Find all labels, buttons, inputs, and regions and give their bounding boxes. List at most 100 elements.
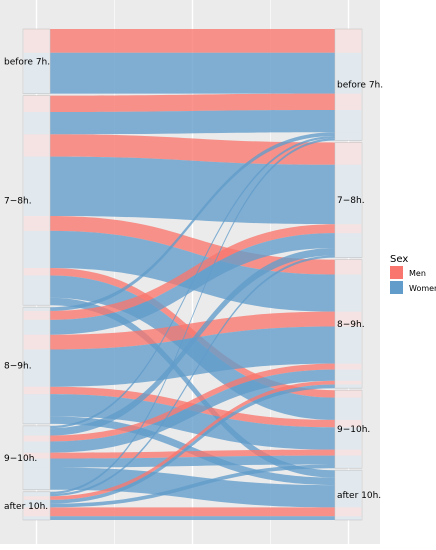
- right-stratum-segment-women: [335, 477, 362, 486]
- right-stratum-segment-men: [335, 419, 362, 428]
- left-label-9-10h-: 9−10h.: [4, 454, 37, 464]
- right-stratum-segment-women: [335, 138, 362, 141]
- right-stratum-segment-women: [335, 255, 362, 258]
- left-stratum-segment-men: [23, 310, 50, 320]
- flow-ribbon-women-9-10h--to-before-7h-: [50, 136, 335, 429]
- legend-label-women: Women: [409, 284, 436, 293]
- right-stratum-7-8h-: [334, 142, 363, 258]
- left-stratum-segment-men: [23, 507, 50, 517]
- flow-ribbon-men-after-10h--to-after-10h-: [50, 507, 335, 517]
- left-label-8-9h-: 8−9h.: [4, 362, 32, 372]
- left-label-7-8h-: 7−8h.: [4, 196, 32, 206]
- right-stratum-segment-men: [335, 390, 362, 398]
- left-stratum-segment-men: [23, 496, 50, 500]
- right-stratum-segment-men: [335, 380, 362, 385]
- left-stratum-9-10h-: [22, 425, 51, 491]
- right-stratum-segment-men: [335, 29, 362, 53]
- left-stratum-segment-women: [23, 425, 50, 429]
- left-stratum-segment-women: [23, 275, 50, 298]
- left-label-before-7h-: before 7h.: [4, 57, 50, 67]
- right-stratum-segment-women: [335, 274, 362, 312]
- right-stratum-9-10h-: [334, 389, 363, 469]
- right-label-7-8h-: 7−8h.: [337, 196, 365, 206]
- right-stratum-segment-women: [335, 247, 362, 256]
- flow-ribbon-women-7-8h--to-before-7h-: [50, 109, 335, 135]
- flow-ribbon-women-9-10h--to-9-10h-: [50, 455, 335, 468]
- right-stratum-segment-men: [335, 507, 362, 517]
- right-label-9-10h-: 9−10h.: [337, 425, 370, 435]
- right-stratum-segment-women: [335, 164, 362, 225]
- left-stratum-8-9h-: [22, 306, 51, 425]
- right-stratum-after-10h-: [334, 469, 363, 521]
- right-label-after-10h-: after 10h.: [337, 491, 381, 501]
- right-label-before-7h-: before 7h.: [337, 81, 383, 91]
- right-stratum-segment-men: [335, 311, 362, 327]
- flow-ribbons: [50, 29, 335, 520]
- right-stratum-segment-women: [335, 326, 362, 364]
- left-stratum-segment-women: [23, 493, 50, 497]
- right-stratum-segment-women: [335, 397, 362, 420]
- left-stratum-segment-men: [23, 386, 50, 395]
- left-stratum-segment-women: [23, 307, 50, 311]
- right-stratum-segment-women: [335, 427, 362, 450]
- left-stratum-segment-women: [23, 416, 50, 424]
- legend: Sex Men Women: [390, 254, 436, 294]
- right-stratum-segment-women: [335, 233, 362, 248]
- flow-ribbon-men-7-8h--to-8-9h-: [50, 216, 335, 275]
- left-stratum-segment-women: [23, 491, 50, 494]
- right-stratum-segment-women: [335, 516, 362, 520]
- right-stratum-segment-women: [335, 109, 362, 133]
- right-stratum-segment-men: [335, 93, 362, 110]
- left-stratum-segment-women: [23, 319, 50, 335]
- flow-ribbon-women-8-9h--to-8-9h-: [50, 326, 335, 387]
- legend-swatch-men: [390, 266, 403, 279]
- flow-ribbon-men-8-9h--to-8-9h-: [50, 311, 335, 350]
- flow-ribbon-men-9-10h--to-8-9h-: [50, 363, 335, 442]
- left-stratum-segment-men: [23, 95, 50, 112]
- left-stratum-segment-women: [23, 458, 50, 468]
- left-stratum-segment-women: [23, 441, 50, 453]
- right-stratum-segment-women: [335, 470, 362, 478]
- left-stratum-segment-men: [23, 134, 50, 157]
- legend-label-men: Men: [409, 269, 426, 278]
- left-stratum-segment-women: [23, 230, 50, 269]
- right-stratum-segment-women: [335, 369, 362, 381]
- left-stratum-segment-women: [23, 516, 50, 520]
- right-stratum-segment-men: [335, 449, 362, 456]
- left-stratum-segment-men: [23, 334, 50, 350]
- legend-title: Sex: [390, 254, 408, 265]
- right-stratum-segment-men: [335, 259, 362, 275]
- legend-swatch-women: [390, 281, 403, 294]
- right-stratum-segment-women: [335, 464, 362, 469]
- left-stratum-segment-men: [23, 216, 50, 231]
- strata: [22, 28, 363, 521]
- flow-ribbon-women-before-7h--to-before-7h-: [50, 52, 335, 94]
- right-stratum-segment-women: [335, 485, 362, 508]
- left-stratum-segment-women: [23, 111, 50, 135]
- flow-ribbon-women-7-8h--to-after-10h-: [50, 297, 335, 478]
- left-stratum-segment-men: [23, 435, 50, 442]
- left-stratum-before-7h-: [22, 28, 51, 94]
- flow-ribbon-men-8-9h--to-7-8h-: [50, 224, 335, 320]
- right-stratum-segment-women: [335, 52, 362, 94]
- left-stratum-segment-men: [23, 268, 50, 276]
- left-stratum-segment-women: [23, 349, 50, 387]
- flow-ribbon-women-after-10h--to-after-10h-: [50, 516, 335, 520]
- right-label-8-9h-: 8−9h.: [337, 320, 365, 330]
- left-stratum-after-10h-: [22, 491, 51, 521]
- left-stratum-segment-men: [23, 452, 50, 459]
- left-stratum-segment-women: [23, 394, 50, 417]
- flow-ribbon-women-8-9h--to-after-10h-: [50, 416, 335, 486]
- flow-ribbon-women-8-9h--to-before-7h-: [50, 132, 335, 311]
- flow-ribbon-women-after-10h--to-before-7h-: [50, 138, 335, 494]
- left-stratum-segment-women: [23, 428, 50, 436]
- flow-ribbon-men-7-8h--to-before-7h-: [50, 93, 335, 112]
- right-stratum-segment-women: [335, 132, 362, 137]
- flow-ribbon-men-7-8h--to-7-8h-: [50, 134, 335, 165]
- left-stratum-segment-women: [23, 156, 50, 217]
- stratum-labels: before 7h. before 7h. 7−8h. 7−8h. 8−9h. 8−9h.…: [4, 57, 383, 512]
- left-stratum-segment-women: [23, 499, 50, 504]
- left-label-after-10h-: after 10h.: [4, 502, 48, 512]
- flow-ribbon-women-7-8h--to-7-8h-: [50, 156, 335, 225]
